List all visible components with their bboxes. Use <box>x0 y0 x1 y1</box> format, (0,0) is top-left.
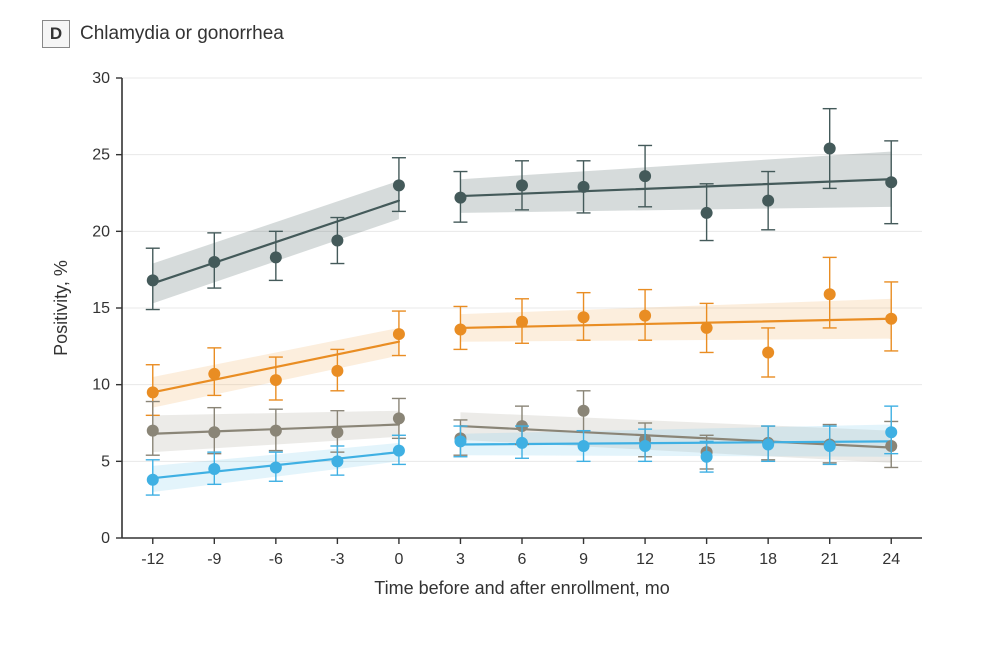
svg-text:21: 21 <box>821 551 839 568</box>
chart-container: 0 5 10 15 20 25 30 -12 -9 -6 -3 0 3 6 9 12 15 18 21 24 Posit… <box>42 58 1000 623</box>
svg-text:Positivity, %: Positivity, % <box>51 260 71 356</box>
positivity-chart: 0 5 10 15 20 25 30 -12 -9 -6 -3 0 3 6 9 12 15 18 21 24 Posit… <box>42 58 942 618</box>
svg-text:5: 5 <box>101 453 110 470</box>
svg-text:12: 12 <box>636 551 654 568</box>
svg-text:20: 20 <box>92 223 110 240</box>
svg-text:-6: -6 <box>269 551 283 568</box>
svg-text:0: 0 <box>394 551 403 568</box>
svg-text:0: 0 <box>101 530 110 547</box>
svg-text:10: 10 <box>92 377 110 394</box>
panel-title: Chlamydia or gonorrhea <box>80 23 284 45</box>
svg-text:15: 15 <box>698 551 716 568</box>
panel-letter-box: D <box>42 20 70 48</box>
panel-header: D Chlamydia or gonorrhea <box>42 20 1000 48</box>
svg-text:18: 18 <box>759 551 777 568</box>
svg-text:30: 30 <box>92 70 110 87</box>
svg-text:-3: -3 <box>330 551 344 568</box>
svg-text:24: 24 <box>882 551 900 568</box>
svg-text:Time before and after enrollme: Time before and after enrollment, mo <box>374 578 669 598</box>
svg-text:3: 3 <box>456 551 465 568</box>
svg-text:-12: -12 <box>141 551 164 568</box>
svg-text:15: 15 <box>92 300 110 317</box>
svg-text:6: 6 <box>518 551 527 568</box>
svg-text:-9: -9 <box>207 551 221 568</box>
panel-letter: D <box>50 24 62 44</box>
svg-text:9: 9 <box>579 551 588 568</box>
svg-text:25: 25 <box>92 147 110 164</box>
